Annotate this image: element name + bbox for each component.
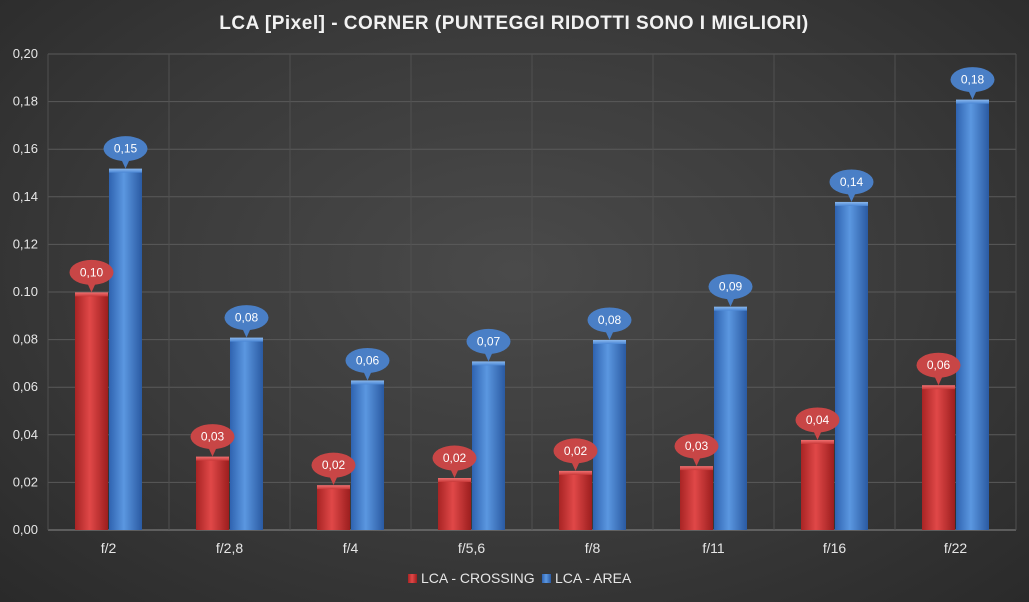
data-label-area: 0,18: [961, 73, 985, 87]
bar-area[interactable]: [956, 101, 989, 530]
bar-cap-area: [472, 361, 505, 366]
y-tick-label: 0,18: [13, 94, 38, 109]
data-label-area: 0,14: [840, 175, 864, 189]
data-label-crossing: 0,03: [201, 430, 225, 444]
data-label-bubble: [795, 407, 840, 433]
bar-cap-crossing: [196, 456, 229, 461]
data-label-bubble: [829, 169, 874, 195]
bar-area[interactable]: [472, 363, 505, 530]
bar-crossing[interactable]: [801, 441, 834, 530]
y-tick-label: 0,00: [13, 522, 38, 537]
data-label-crossing: 0,03: [685, 439, 709, 453]
y-tick-label: 0,04: [13, 427, 38, 442]
data-label-bubble: [916, 352, 961, 378]
bar-cap-crossing: [680, 466, 713, 471]
data-label-crossing: 0,02: [564, 444, 588, 458]
data-label-area: 0,06: [356, 353, 380, 367]
legend: LCA - CROSSING LCA - AREA: [408, 570, 632, 586]
bar-cap-area: [351, 380, 384, 385]
data-label-bubble: [103, 136, 148, 162]
data-label-bubble: [466, 328, 511, 354]
bar-area[interactable]: [230, 339, 263, 530]
legend-item-crossing[interactable]: LCA - CROSSING: [408, 570, 535, 586]
data-label-crossing: 0,04: [806, 413, 830, 427]
legend-swatch-crossing: [408, 574, 417, 583]
data-label-area: 0,08: [235, 311, 259, 325]
bar-cap-area: [593, 339, 626, 344]
legend-label-area: LCA - AREA: [555, 570, 632, 586]
bar-crossing[interactable]: [438, 480, 471, 530]
bar-cap-area: [835, 201, 868, 206]
x-tick-label: f/16: [823, 540, 847, 556]
data-label-bubble: [69, 259, 114, 285]
bar-area[interactable]: [835, 203, 868, 530]
data-label-bubble: [432, 445, 477, 471]
bar-layer: [75, 99, 989, 530]
data-label-area: 0,07: [477, 334, 501, 348]
x-tick-label: f/2,8: [216, 540, 243, 556]
y-tick-label: 0,08: [13, 332, 38, 347]
bar-cap-area: [956, 99, 989, 104]
x-tick-label: f/8: [585, 540, 601, 556]
data-label-area: 0,08: [598, 313, 622, 327]
data-label-crossing: 0,02: [443, 451, 467, 465]
bar-area[interactable]: [593, 341, 626, 530]
y-tick-label: 0,06: [13, 379, 38, 394]
bar-cap-crossing: [317, 485, 350, 490]
data-label-crossing: 0,06: [927, 358, 951, 372]
data-label-crossing: 0,02: [322, 458, 346, 472]
data-label-bubble: [224, 305, 269, 331]
x-axis: f/2 f/2,8 f/4 f/5,6 f/8 f/11 f/16 f/22: [101, 540, 968, 556]
y-axis: 0,00 0,02 0,04 0,06 0,08 0.10 0,12 0,14 0,16 0,18…: [13, 46, 38, 537]
legend-label-crossing: LCA - CROSSING: [421, 570, 535, 586]
bar-cap-crossing: [559, 470, 592, 475]
bar-cap-crossing: [75, 292, 108, 297]
bar-area[interactable]: [109, 170, 142, 530]
data-label-area: 0,15: [114, 142, 138, 156]
y-tick-label: 0,12: [13, 236, 38, 251]
x-tick-label: f/22: [944, 540, 968, 556]
bar-cap-crossing: [438, 478, 471, 483]
legend-swatch-area: [542, 574, 551, 583]
bar-cap-area: [230, 337, 263, 342]
bar-crossing[interactable]: [75, 294, 108, 530]
data-label-bubble: [950, 67, 995, 93]
bar-cap-area: [109, 168, 142, 173]
y-tick-label: 0,14: [13, 189, 38, 204]
y-tick-label: 0,02: [13, 474, 38, 489]
bar-crossing[interactable]: [317, 487, 350, 530]
y-tick-label: 0.10: [13, 284, 38, 299]
chart-title: LCA [Pixel] - CORNER (PUNTEGGI RIDOTTI S…: [219, 13, 808, 34]
bar-crossing[interactable]: [196, 458, 229, 530]
bar-cap-crossing: [922, 385, 955, 390]
bar-area[interactable]: [714, 308, 747, 530]
bar-area[interactable]: [351, 382, 384, 530]
bar-crossing[interactable]: [559, 472, 592, 530]
bar-cap-crossing: [801, 439, 834, 444]
x-tick-label: f/5,6: [458, 540, 485, 556]
x-tick-label: f/4: [343, 540, 359, 556]
data-label-bubble: [674, 433, 719, 459]
data-label-bubble: [587, 307, 632, 333]
data-label-layer: 0,10 0,15 0,03 0,08 0,02 0,06 0,02 0,07 0,02 0,08…: [69, 67, 995, 486]
legend-item-area[interactable]: LCA - AREA: [542, 570, 632, 586]
data-label-bubble: [708, 274, 753, 300]
data-label-bubble: [553, 438, 598, 464]
data-label-bubble: [311, 452, 356, 478]
data-label-area: 0,09: [719, 280, 743, 294]
x-tick-label: f/2: [101, 540, 117, 556]
y-tick-label: 0,20: [13, 46, 38, 61]
grid-layer: [47, 53, 1017, 531]
x-tick-label: f/11: [702, 540, 725, 556]
y-tick-label: 0,16: [13, 141, 38, 156]
data-label-bubble: [190, 424, 235, 450]
data-label-crossing: 0,10: [80, 265, 104, 279]
bar-crossing[interactable]: [922, 387, 955, 530]
bar-crossing[interactable]: [680, 468, 713, 530]
data-label-bubble: [345, 347, 390, 373]
bar-cap-area: [714, 306, 747, 311]
